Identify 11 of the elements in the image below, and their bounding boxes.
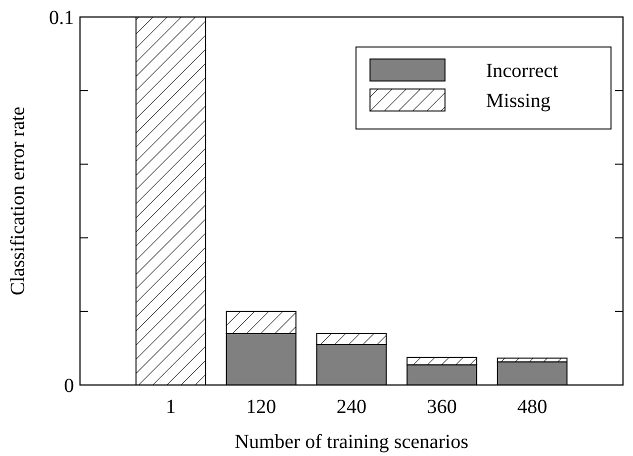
x-tick-label: 1: [166, 396, 176, 418]
x-axis-title: Number of training scenarios: [234, 431, 469, 453]
y-tick-label: 0.1: [49, 7, 74, 29]
y-axis-title: Classification error rate: [7, 106, 29, 296]
x-tick-label: 120: [246, 396, 276, 418]
legend-label: Incorrect: [486, 60, 559, 82]
x-tick-label: 360: [426, 396, 457, 418]
x-tick-label: 240: [336, 396, 366, 418]
y-tick-label: 0: [64, 375, 74, 397]
legend-label: Missing: [486, 90, 550, 112]
x-tick-label: 480: [517, 396, 548, 418]
